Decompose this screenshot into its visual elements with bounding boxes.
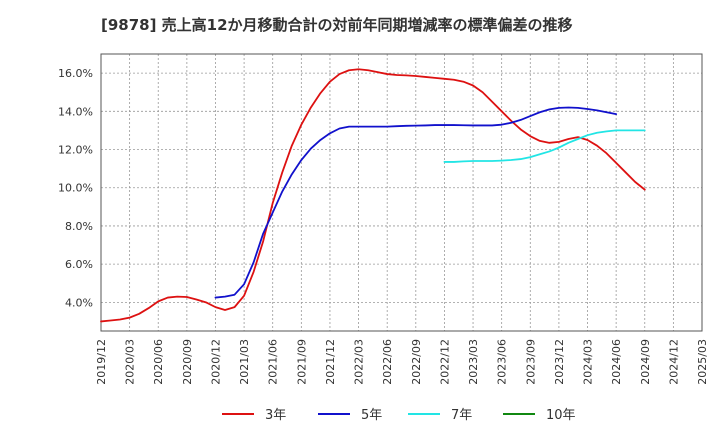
y-tick-label: 14.0% bbox=[58, 105, 93, 118]
x-tick-label: 2020/09 bbox=[181, 339, 194, 385]
x-tick-label: 2024/12 bbox=[667, 339, 680, 385]
x-tick-label: 2021/12 bbox=[324, 339, 337, 385]
x-axis: 2019/12 2020/03 2020/06 2020/09 2020/12 2021/… bbox=[95, 339, 709, 385]
series-line-3年 bbox=[100, 68, 646, 323]
x-tick-label: 2023/03 bbox=[467, 339, 480, 385]
x-tick-label: 2024/06 bbox=[610, 339, 623, 385]
x-tick-label: 2019/12 bbox=[95, 339, 108, 385]
y-tick-label: 6.0% bbox=[65, 258, 93, 271]
y-axis: 4.0% 6.0% 8.0% 10.0% 12.0% 14.0% 16.0% bbox=[58, 67, 93, 309]
series-layer bbox=[100, 68, 646, 323]
x-tick-label: 2020/12 bbox=[209, 339, 222, 385]
x-tick-label: 2022/09 bbox=[410, 339, 423, 385]
grid bbox=[100, 54, 703, 331]
x-tick-label: 2022/12 bbox=[438, 339, 451, 385]
x-tick-label: 2022/03 bbox=[353, 339, 366, 385]
x-tick-label: 2021/03 bbox=[238, 339, 251, 385]
legend-label-5年: 5年 bbox=[361, 408, 382, 423]
x-tick-label: 2022/06 bbox=[381, 339, 394, 385]
y-tick-label: 4.0% bbox=[65, 296, 93, 309]
x-tick-label: 2021/06 bbox=[267, 339, 280, 385]
x-tick-label: 2020/06 bbox=[152, 339, 165, 385]
y-tick-label: 8.0% bbox=[65, 220, 93, 233]
legend-label-3年: 3年 bbox=[265, 408, 286, 423]
legend-label-10年: 10年 bbox=[546, 408, 576, 423]
x-tick-label: 2025/03 bbox=[696, 339, 709, 385]
y-tick-label: 16.0% bbox=[58, 67, 93, 80]
x-tick-label: 2023/06 bbox=[496, 339, 509, 385]
legend-label-7年: 7年 bbox=[451, 408, 472, 423]
x-tick-label: 2021/09 bbox=[295, 339, 308, 385]
series-line-5年 bbox=[214, 106, 618, 299]
x-tick-label: 2023/09 bbox=[524, 339, 537, 385]
y-tick-label: 10.0% bbox=[58, 182, 93, 195]
legend: 3年 5年 7年 10年 bbox=[222, 408, 576, 423]
y-tick-label: 12.0% bbox=[58, 144, 93, 157]
x-tick-label: 2024/09 bbox=[639, 339, 652, 385]
x-tick-label: 2020/03 bbox=[124, 339, 137, 385]
series-line-7年 bbox=[443, 129, 646, 163]
chart-title: [9878] 売上高12か月移動合計の対前年同期増減率の標準偏差の推移 bbox=[101, 16, 573, 34]
x-tick-label: 2023/12 bbox=[553, 339, 566, 385]
x-tick-label: 2024/03 bbox=[582, 339, 595, 385]
plot-frame bbox=[100, 53, 703, 332]
